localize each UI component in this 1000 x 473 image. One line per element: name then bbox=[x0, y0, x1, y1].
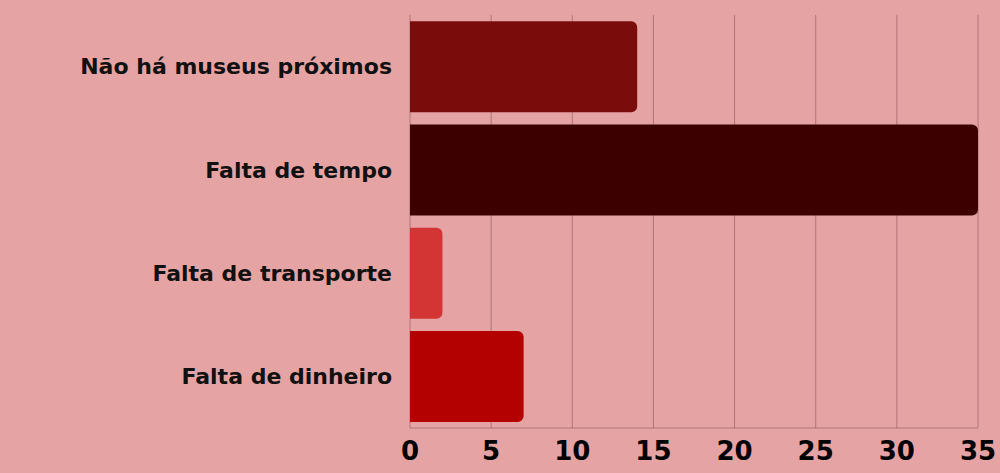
svg-text:15: 15 bbox=[635, 436, 671, 466]
svg-text:20: 20 bbox=[716, 436, 752, 466]
svg-text:Falta de transporte: Falta de transporte bbox=[152, 261, 392, 286]
svg-text:30: 30 bbox=[879, 436, 915, 466]
svg-text:25: 25 bbox=[798, 436, 834, 466]
svg-text:Falta de dinheiro: Falta de dinheiro bbox=[181, 364, 392, 389]
svg-text:Não há museus próximos: Não há museus próximos bbox=[80, 54, 392, 79]
svg-text:35: 35 bbox=[960, 436, 996, 466]
svg-text:5: 5 bbox=[482, 436, 500, 466]
svg-text:10: 10 bbox=[554, 436, 590, 466]
svg-text:0: 0 bbox=[401, 436, 419, 466]
svg-text:Falta de tempo: Falta de tempo bbox=[205, 158, 392, 183]
